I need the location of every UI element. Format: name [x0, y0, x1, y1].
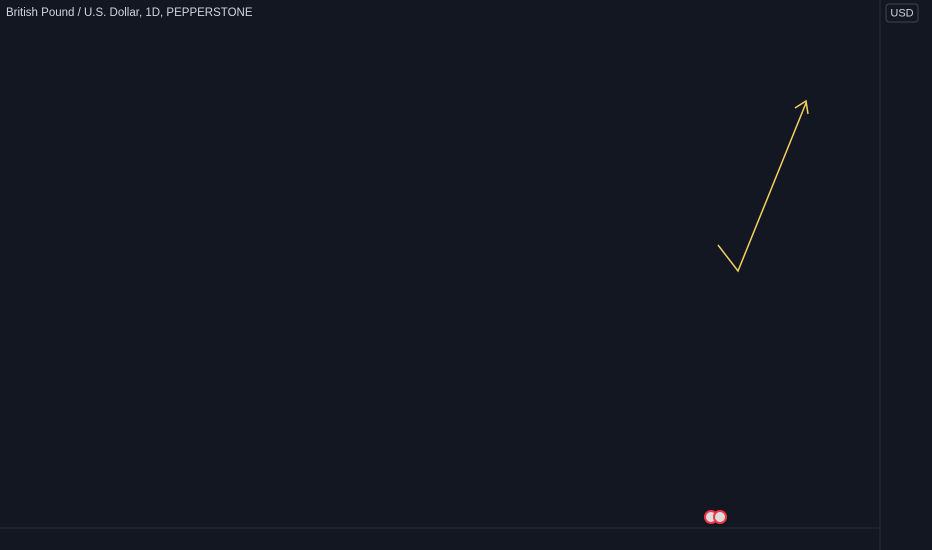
currency-button[interactable]	[885, 3, 919, 23]
flag-icon	[704, 510, 727, 524]
chart-title: British Pound / U.S. Dollar, 1D, PEPPERS…	[6, 7, 253, 19]
projection-arrow	[717, 99, 809, 273]
currency-label[interactable]: USD	[890, 7, 913, 19]
arrow-path	[717, 102, 807, 273]
price-axis	[880, 0, 932, 550]
event-icon	[713, 510, 727, 524]
arrow-head	[794, 99, 809, 115]
